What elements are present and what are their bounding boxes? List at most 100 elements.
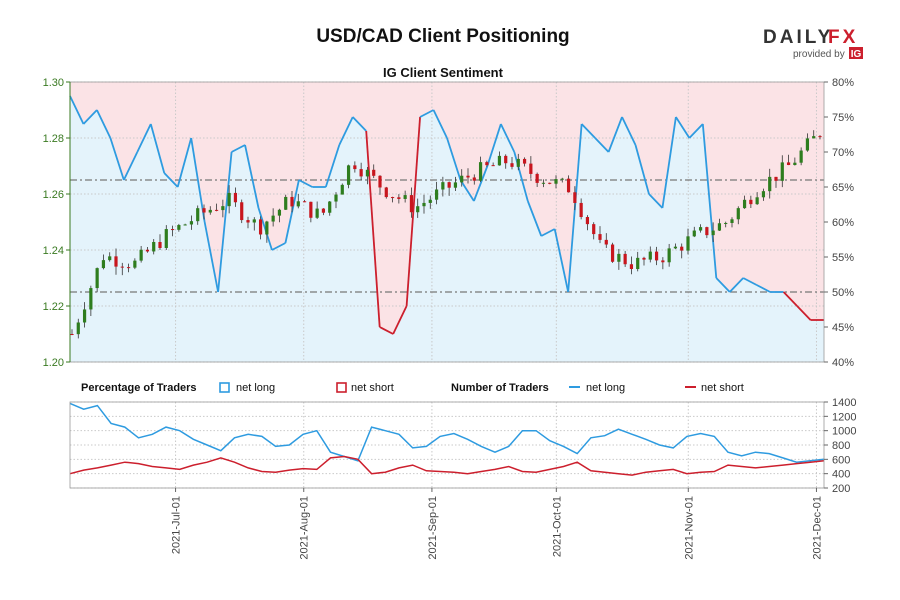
candle-body bbox=[158, 242, 162, 249]
sentiment-line-segment bbox=[176, 137, 193, 188]
legend-pct-long: net long bbox=[236, 382, 275, 394]
candle-body bbox=[793, 162, 797, 166]
date-tick-label: 2021-Dec-01 bbox=[811, 496, 823, 560]
sentiment-line-segment bbox=[688, 123, 704, 139]
candle-body bbox=[265, 221, 269, 235]
count-tick-label: 1400 bbox=[832, 397, 856, 409]
sentiment-line-segment bbox=[405, 116, 421, 307]
candle-body bbox=[686, 236, 690, 251]
candle-body bbox=[95, 268, 99, 289]
count-axis: 200 400 600 800 1000 1200 1400 bbox=[824, 397, 856, 495]
candle-body bbox=[277, 209, 282, 216]
percentage-tick-label: 45% bbox=[832, 322, 854, 334]
chart-subtitle: IG Client Sentiment bbox=[383, 65, 504, 80]
candle-body bbox=[359, 169, 363, 177]
sentiment-line-segment bbox=[513, 151, 529, 202]
sentiment-line-segment bbox=[607, 116, 623, 153]
date-tick-label: 2021-Jul-01 bbox=[171, 496, 183, 554]
candle-body bbox=[70, 334, 74, 335]
candle-body bbox=[761, 191, 766, 198]
sentiment-line-segment bbox=[96, 109, 112, 139]
candle-body bbox=[648, 251, 652, 260]
sentiment-line-segment bbox=[621, 116, 637, 146]
sentiment-line-segment bbox=[82, 109, 98, 125]
candle-body bbox=[114, 256, 118, 267]
date-axis: 2021-Jul-01 2021-Aug-01 2021-Sep-01 2021-Oc… bbox=[171, 488, 823, 560]
candle-body bbox=[334, 194, 338, 202]
candle-body bbox=[296, 201, 300, 207]
legend-num-long: net long bbox=[586, 382, 625, 394]
candle-body bbox=[284, 196, 288, 210]
sentiment-line-segment bbox=[190, 137, 206, 223]
date-tick-label: 2021-Oct-01 bbox=[551, 496, 563, 557]
percentage-tick-label: 55% bbox=[832, 252, 854, 264]
price-panel bbox=[69, 81, 825, 363]
sentiment-line-segment bbox=[257, 207, 273, 251]
candle-body bbox=[252, 219, 256, 223]
candle-body bbox=[667, 248, 671, 263]
candle-body bbox=[108, 256, 112, 261]
candle-body bbox=[271, 215, 275, 222]
candle-body bbox=[724, 222, 728, 224]
candle-body bbox=[101, 260, 106, 269]
legend-percentage-title: Percentage of Traders bbox=[81, 382, 197, 394]
candle-body bbox=[183, 224, 187, 226]
candle-body bbox=[661, 260, 665, 263]
sentiment-line-segment bbox=[298, 179, 313, 188]
candle-body bbox=[812, 136, 816, 139]
count-tick-label: 600 bbox=[832, 454, 850, 466]
candle-body bbox=[786, 162, 791, 166]
candle-body bbox=[177, 225, 181, 230]
candle-body bbox=[447, 182, 451, 188]
count-net-long-line bbox=[69, 402, 825, 463]
sentiment-line-segment bbox=[500, 123, 516, 153]
sentiment-line-segment bbox=[701, 123, 718, 279]
sentiment-line-segment bbox=[594, 137, 610, 153]
candle-body bbox=[818, 136, 822, 138]
candle-body bbox=[485, 162, 489, 166]
candle-body bbox=[309, 201, 313, 218]
legend-pct-short-swatch bbox=[336, 382, 347, 393]
sentiment-line-segment bbox=[782, 291, 798, 307]
candle-body bbox=[416, 206, 420, 213]
date-tick-label: 2021-Nov-01 bbox=[683, 496, 695, 560]
candle-body bbox=[208, 209, 212, 213]
percentage-tick-label: 60% bbox=[832, 217, 854, 229]
chart-title: USD/CAD Client Positioning bbox=[316, 26, 569, 47]
candle-body bbox=[478, 162, 483, 181]
candle-body bbox=[170, 229, 175, 231]
candle-body bbox=[673, 246, 678, 249]
ig-badge bbox=[849, 47, 863, 59]
price-tick-label: 1.24 bbox=[43, 245, 64, 257]
sentiment-line-segment bbox=[244, 144, 260, 209]
candle-body bbox=[497, 155, 502, 166]
count-net-short-line bbox=[69, 455, 825, 476]
sentiment-line-segment bbox=[634, 144, 650, 195]
candle-body bbox=[453, 182, 458, 188]
candle-body bbox=[365, 169, 370, 177]
candle-body bbox=[328, 201, 332, 213]
percentage-tick-label: 65% bbox=[832, 182, 854, 194]
candle-body bbox=[736, 208, 740, 220]
price-tick-label: 1.22 bbox=[43, 301, 64, 313]
percentage-tick-label: 40% bbox=[832, 357, 854, 369]
candle-body bbox=[409, 195, 414, 213]
percentage-axis: 40% 45% 50% 55% 60% 65% 70% 75% 80% bbox=[824, 77, 854, 369]
percentage-tick-label: 70% bbox=[832, 147, 854, 159]
candle-body bbox=[246, 220, 250, 223]
candle-body bbox=[152, 242, 156, 252]
price-tick-label: 1.30 bbox=[43, 77, 64, 89]
sentiment-line-segment bbox=[419, 109, 434, 118]
sentiment-line-segment bbox=[163, 172, 179, 188]
candle-body bbox=[717, 223, 722, 231]
candle-body bbox=[353, 165, 357, 170]
candle-body bbox=[698, 227, 703, 231]
candle-body bbox=[428, 199, 432, 203]
candle-body bbox=[585, 217, 590, 225]
sentiment-line-segment bbox=[432, 109, 448, 139]
candle-body bbox=[460, 175, 464, 183]
candle-body bbox=[504, 155, 508, 164]
sentiment-line-segment bbox=[486, 123, 502, 167]
candle-body bbox=[82, 309, 87, 323]
